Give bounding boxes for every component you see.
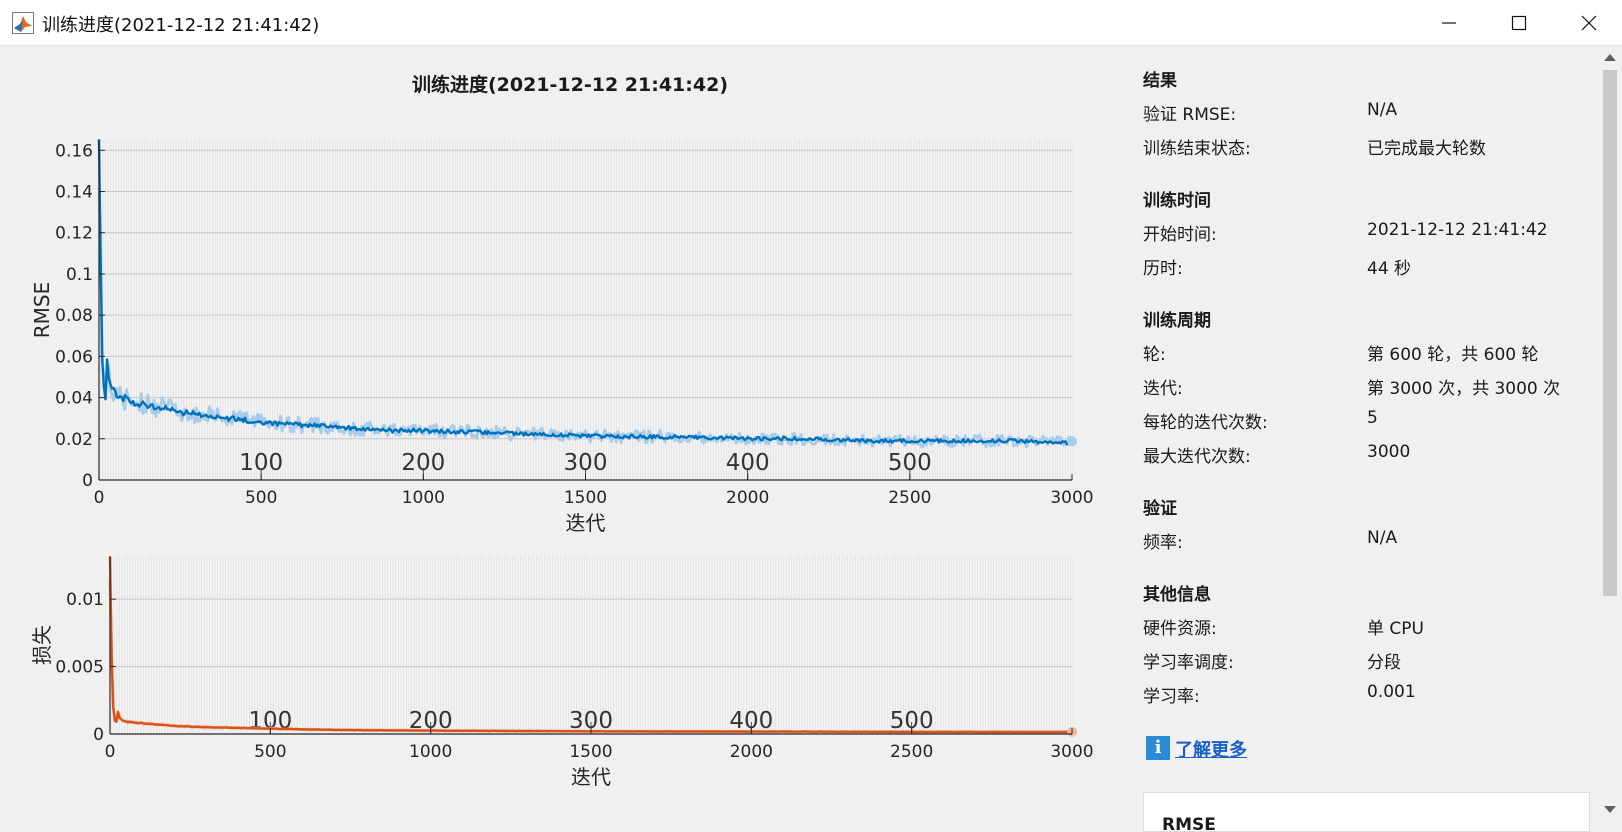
- y-tick-label: 0.12: [55, 224, 93, 244]
- matlab-logo-icon: [12, 12, 34, 34]
- series-end-marker: [1067, 436, 1077, 447]
- y-tick-label: 0: [82, 471, 93, 491]
- x-tick-label: 1000: [409, 742, 452, 762]
- y-tick-label: 0: [93, 725, 104, 745]
- rmse-card-title: RMSE: [1162, 815, 1216, 832]
- value-training-status: 已完成最大轮数: [1367, 139, 1486, 159]
- value-iteration: 第 3000 次，共 3000 次: [1367, 379, 1561, 399]
- label-lr-schedule: 学习率调度:: [1143, 653, 1234, 673]
- y-tick-label: 0.005: [55, 658, 104, 678]
- x-axis-label: 迭代: [566, 511, 606, 535]
- maximize-button[interactable]: [1484, 0, 1554, 46]
- x-tick-label: 1500: [564, 488, 607, 508]
- label-start-time: 开始时间:: [1143, 225, 1217, 245]
- y-tick-label: 0.01: [66, 590, 104, 610]
- label-frequency: 频率:: [1143, 533, 1183, 553]
- x-tick-label: 500: [254, 742, 286, 762]
- y-tick-label: 0.08: [55, 306, 93, 326]
- epoch-mark-label: 100: [239, 450, 283, 476]
- section-title-other-info: 其他信息: [1143, 585, 1211, 605]
- x-tick-label: 0: [94, 488, 105, 508]
- value-hardware: 单 CPU: [1367, 619, 1424, 639]
- label-max-iterations: 最大迭代次数:: [1143, 447, 1251, 467]
- section-title-training-time: 训练时间: [1143, 191, 1211, 211]
- title-bar: 训练进度(2021-12-12 21:41:42): [0, 0, 1622, 46]
- epoch-grid: [109, 556, 1073, 734]
- label-elapsed: 历时:: [1143, 259, 1183, 279]
- value-frequency: N/A: [1367, 528, 1398, 548]
- x-tick-label: 2000: [730, 742, 773, 762]
- x-tick-label: 2000: [726, 488, 769, 508]
- x-axis-label: 迭代: [571, 765, 611, 789]
- plot-title: 训练进度(2021-12-12 21:41:42): [411, 74, 729, 96]
- series-smoothed-line: [97, 139, 1073, 446]
- y-axis-label: 损失: [30, 625, 54, 665]
- value-validation-rmse: N/A: [1367, 100, 1398, 120]
- window-title: 训练进度(2021-12-12 21:41:42): [42, 15, 320, 36]
- label-validation-rmse: 验证 RMSE:: [1143, 105, 1237, 125]
- epoch-mark-label: 400: [726, 450, 770, 476]
- y-axis-label: RMSE: [30, 282, 54, 338]
- info-panel: [1140, 46, 1592, 826]
- label-training-status: 训练结束状态:: [1143, 139, 1251, 159]
- value-elapsed: 44 秒: [1367, 259, 1412, 279]
- y-grid: [99, 149, 1072, 481]
- x-tick-label: 0: [105, 742, 116, 762]
- y-tick-label: 0.1: [66, 265, 93, 285]
- x-tick-label: 3000: [1050, 488, 1093, 508]
- series-raw-line: [97, 187, 1073, 449]
- section-title-training-cycle: 训练周期: [1143, 311, 1211, 331]
- y-tick-label: 0.02: [55, 430, 93, 450]
- x-tick-label: 2500: [890, 742, 933, 762]
- label-iteration: 迭代:: [1143, 379, 1183, 399]
- label-iterations-per-epoch: 每轮的迭代次数:: [1143, 413, 1268, 433]
- section-title-results: 结果: [1143, 71, 1177, 91]
- close-button[interactable]: [1554, 0, 1622, 46]
- value-iterations-per-epoch: 5: [1367, 408, 1378, 428]
- x-tick-label: 1500: [569, 742, 612, 762]
- close-icon: [1581, 15, 1597, 31]
- x-tick-label: 500: [245, 488, 277, 508]
- label-hardware: 硬件资源:: [1143, 619, 1217, 639]
- y-tick-label: 0.14: [55, 183, 93, 203]
- label-epoch: 轮:: [1143, 345, 1166, 365]
- y-tick-label: 0.06: [55, 347, 93, 367]
- y-tick-label: 0.04: [55, 389, 93, 409]
- maximize-icon: [1511, 15, 1527, 31]
- y-tick-label: 0.16: [55, 141, 93, 161]
- epoch-mark-label: 200: [401, 450, 445, 476]
- minimize-button[interactable]: [1414, 0, 1484, 46]
- label-learning-rate: 学习率:: [1143, 687, 1200, 707]
- scroll-up-icon[interactable]: [1604, 54, 1616, 61]
- section-title-validation: 验证: [1143, 499, 1177, 519]
- scroll-thumb[interactable]: [1603, 70, 1617, 596]
- x-tick-label: 2500: [888, 488, 931, 508]
- epoch-mark-label: 500: [888, 450, 932, 476]
- epoch-mark-label: 300: [564, 450, 608, 476]
- value-learning-rate: 0.001: [1367, 682, 1416, 702]
- x-tick-label: 3000: [1050, 742, 1093, 762]
- vertical-scrollbar[interactable]: [1598, 46, 1622, 826]
- scroll-down-icon[interactable]: [1604, 806, 1616, 813]
- value-epoch: 第 600 轮，共 600 轮: [1367, 345, 1539, 365]
- value-start-time: 2021-12-12 21:41:42: [1367, 220, 1548, 240]
- rmse-legend-card: RMSE: [1143, 792, 1590, 832]
- x-tick-label: 1000: [402, 488, 445, 508]
- value-lr-schedule: 分段: [1367, 653, 1401, 673]
- info-icon: i: [1146, 736, 1170, 760]
- value-max-iterations: 3000: [1367, 442, 1411, 462]
- rmse-chart: 100 200 300 400 500 0 500 1000 1500 2000 2500 3000 0…: [30, 139, 1094, 535]
- learn-more-link[interactable]: 了解更多: [1175, 740, 1247, 761]
- minimize-icon: [1442, 22, 1456, 24]
